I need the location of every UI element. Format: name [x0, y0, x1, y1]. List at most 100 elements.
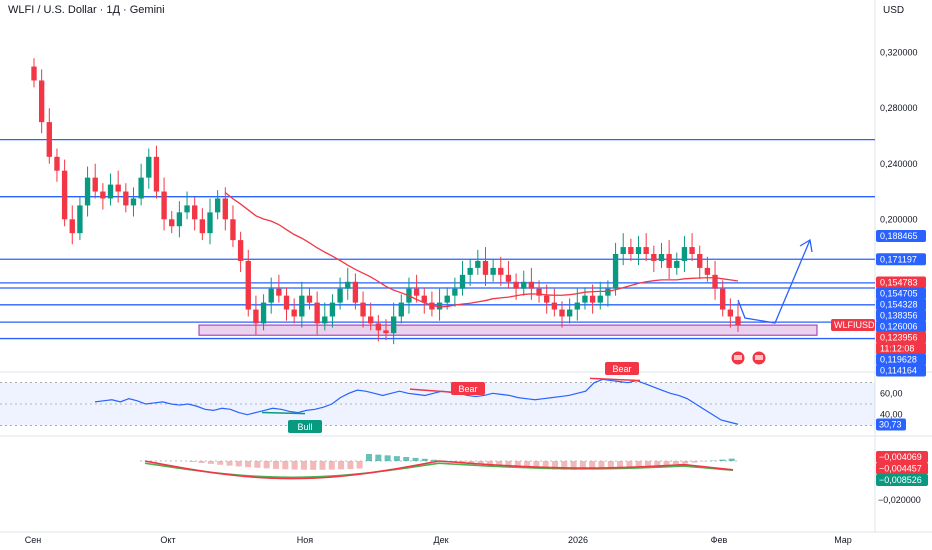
macd-histogram-bar: [459, 461, 465, 463]
candle-body: [54, 156, 60, 171]
candle-body: [268, 288, 274, 303]
macd-histogram-bar: [282, 461, 289, 470]
price-label-box: [876, 276, 926, 289]
candle-body: [413, 288, 420, 296]
rsi-tick-label: 60,00: [880, 388, 903, 398]
macd-value: −0,004069: [879, 452, 922, 462]
candle-body: [176, 212, 183, 227]
bear-divergence-line: [589, 377, 641, 382]
chart-title: WLFI / U.S. Dollar · 1Д · Gemini: [8, 4, 165, 16]
macd-value-box: [876, 474, 928, 486]
price-label: 0,126006: [880, 321, 918, 331]
time-axis[interactable]: Сен Окт Ноя Дек 2026 Фев Мар: [0, 531, 932, 545]
time-tick-label: Мар: [834, 535, 852, 545]
macd-histogram-bar: [300, 461, 307, 470]
candle-body: [390, 316, 397, 334]
candle-body: [253, 309, 259, 324]
candle-body: [222, 198, 228, 220]
candle-body: [368, 316, 374, 324]
candle-body: [459, 274, 466, 289]
price-label: 0,123956: [880, 332, 918, 342]
candle-body: [658, 254, 665, 261]
candle-body: [199, 219, 206, 234]
candle-body: [398, 302, 404, 317]
price-label: 0,154328: [880, 299, 918, 309]
candle-body: [635, 247, 642, 254]
candle-body: [559, 309, 565, 317]
price-label-box: [876, 253, 926, 266]
price-label-box: [876, 309, 926, 322]
candle-body: [375, 323, 382, 331]
candle-body: [574, 302, 580, 310]
candle-body: [704, 267, 711, 275]
candle-body: [651, 254, 657, 261]
price-label: 0,171197: [880, 254, 917, 264]
macd-histogram-bar: [617, 461, 624, 469]
macd-value-box: [876, 451, 928, 463]
signal-badge: [288, 420, 322, 433]
macd-histogram-bar: [561, 461, 568, 470]
time-tick-label: Ноя: [297, 535, 314, 545]
macd-histogram-bar: [356, 461, 363, 469]
macd-histogram-bar: [347, 461, 354, 470]
candle-body: [138, 177, 144, 199]
macd-histogram-bar: [524, 461, 531, 469]
candle-body: [107, 184, 114, 199]
macd-histogram-bar: [393, 456, 400, 461]
price-label: 11:12:08: [880, 343, 914, 353]
candle-body: [291, 309, 297, 317]
price-label: 0,188465: [880, 231, 918, 241]
macd-histogram-bar: [589, 461, 596, 470]
price-label: 0,119628: [880, 354, 917, 364]
price-axis[interactable]: 0,3200000,2800000,2400000,2000000,155558…: [831, 48, 926, 377]
candle-body: [153, 156, 160, 192]
signal-badge: [605, 362, 639, 375]
candle-body: [207, 212, 213, 234]
macd-histogram-bar: [254, 461, 261, 468]
candle-body: [643, 247, 649, 254]
rsi-value: 30,73: [879, 420, 902, 430]
macd-histogram-bar: [226, 461, 233, 466]
candle-body: [383, 330, 389, 334]
macd-histogram-bar: [654, 461, 661, 467]
candle-body: [452, 288, 458, 296]
candle-body: [681, 247, 688, 261]
macd-histogram-bar: [663, 461, 670, 466]
macd-line: [144, 460, 734, 480]
price-label: 0,154705: [880, 288, 918, 298]
candle-body: [184, 205, 190, 213]
candle-body: [490, 267, 496, 275]
price-panel: [0, 0, 932, 532]
signal-badge-label: Bear: [458, 384, 477, 394]
macd-histogram-bar: [505, 461, 512, 467]
time-tick-label: Окт: [160, 535, 175, 545]
macd-histogram-bar: [496, 461, 503, 467]
candle-body: [666, 254, 672, 268]
candle-body: [727, 309, 734, 317]
candle-body: [597, 295, 603, 303]
rsi-value-box: [876, 418, 906, 431]
candle-body: [697, 254, 703, 268]
candle-body: [115, 184, 121, 192]
macd-histogram-bar: [198, 461, 205, 463]
rsi-tick-label: 40,00: [880, 410, 903, 420]
candle-body: [329, 302, 336, 317]
macd-value: −0,008526: [879, 475, 922, 485]
symbol-tag-box[interactable]: [831, 318, 875, 331]
price-label-box: [876, 320, 926, 333]
candle-body: [169, 219, 175, 227]
candle-body: [306, 295, 313, 303]
macd-histogram-bar: [328, 461, 335, 470]
candle-body: [299, 295, 305, 317]
candle-body: [314, 302, 320, 324]
candle-body: [475, 260, 481, 268]
macd-value: −0,004457: [879, 464, 922, 474]
macd-histogram-bar: [477, 461, 484, 465]
macd-histogram-bar: [514, 461, 521, 468]
candle-body: [444, 295, 450, 303]
candle-body: [237, 240, 244, 261]
candle-body: [146, 156, 152, 178]
currency-label[interactable]: USD: [883, 5, 905, 16]
projection-arrowhead: [799, 238, 813, 253]
